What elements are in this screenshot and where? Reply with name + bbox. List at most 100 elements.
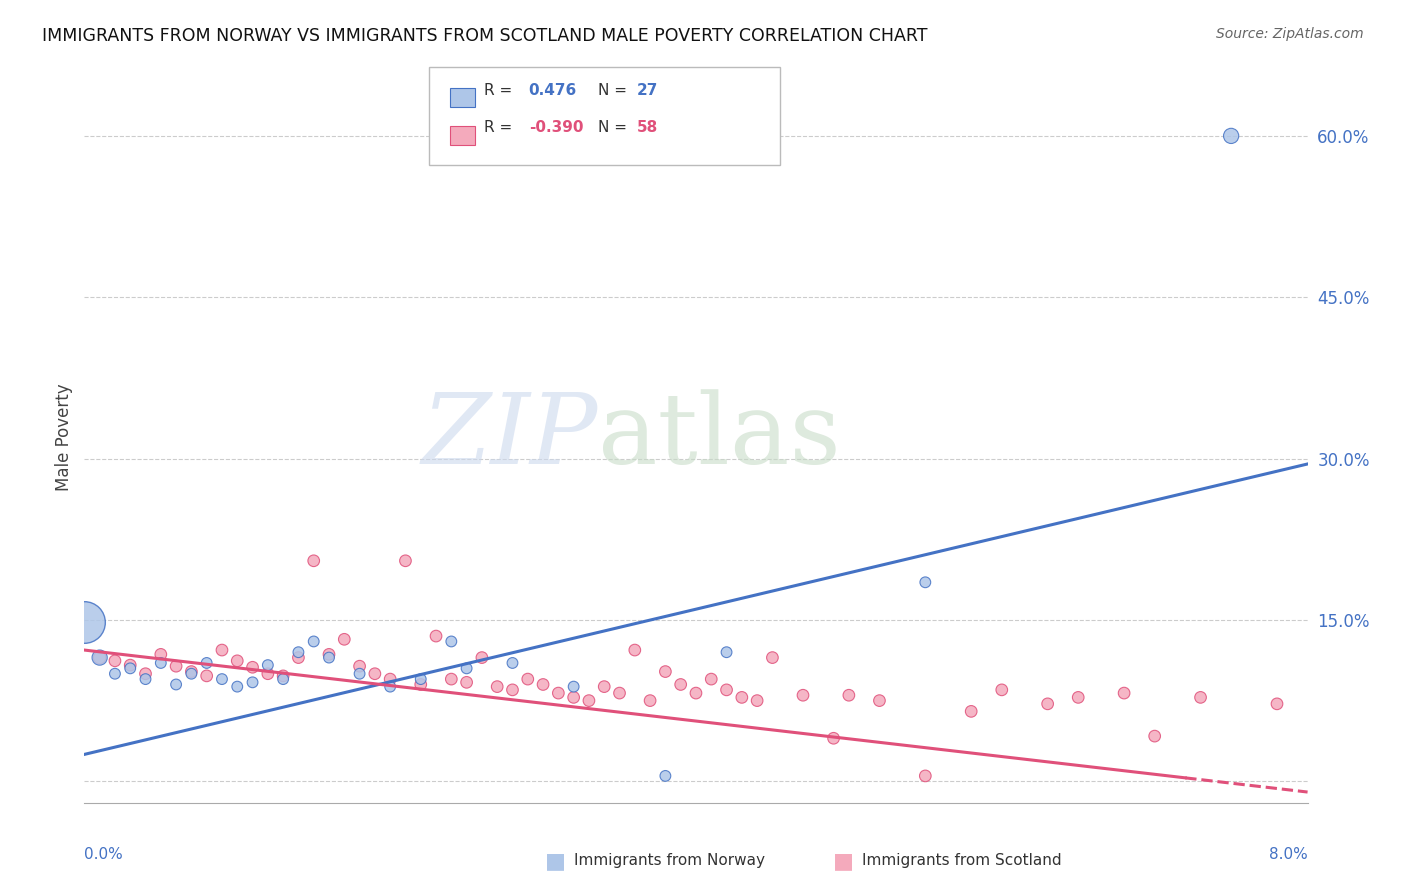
Point	[349, 659, 371, 673]
Point	[287, 645, 309, 659]
Text: 8.0%: 8.0%	[1268, 847, 1308, 862]
Text: -0.390: -0.390	[529, 120, 583, 135]
Point	[731, 690, 754, 705]
Point	[1114, 686, 1136, 700]
Point	[149, 648, 172, 662]
Point	[516, 672, 538, 686]
Point	[654, 665, 676, 679]
Point	[271, 669, 294, 683]
Point	[120, 661, 142, 675]
Point	[1220, 128, 1243, 143]
Point	[654, 769, 676, 783]
Text: Source: ZipAtlas.com: Source: ZipAtlas.com	[1216, 27, 1364, 41]
Point	[716, 682, 738, 697]
Point	[761, 650, 783, 665]
Y-axis label: Male Poverty: Male Poverty	[55, 384, 73, 491]
Point	[456, 675, 478, 690]
Point	[747, 693, 769, 707]
Point	[135, 666, 157, 681]
Point	[73, 615, 96, 629]
Point	[242, 660, 264, 674]
Point	[380, 680, 402, 694]
Point	[409, 672, 432, 686]
Text: N =: N =	[598, 120, 627, 135]
Point	[960, 705, 983, 719]
Point	[165, 677, 187, 691]
Point	[226, 680, 249, 694]
Point	[149, 656, 172, 670]
Point	[456, 661, 478, 675]
Text: 0.0%: 0.0%	[84, 847, 124, 862]
Point	[1189, 690, 1212, 705]
Point	[349, 666, 371, 681]
Point	[195, 656, 218, 670]
Point	[271, 672, 294, 686]
Text: ZIP: ZIP	[422, 390, 598, 484]
Text: N =: N =	[598, 83, 627, 97]
Point	[578, 693, 600, 707]
Point	[486, 680, 509, 694]
Text: 0.476: 0.476	[529, 83, 576, 97]
Point	[104, 666, 127, 681]
Point	[716, 645, 738, 659]
Point	[257, 666, 280, 681]
Point	[838, 688, 860, 702]
Text: Immigrants from Scotland: Immigrants from Scotland	[862, 854, 1062, 868]
Text: atlas: atlas	[598, 389, 841, 485]
Point	[318, 648, 340, 662]
Point	[1143, 729, 1166, 743]
Text: 58: 58	[637, 120, 658, 135]
Point	[562, 680, 585, 694]
Point	[89, 650, 111, 665]
Text: ■: ■	[834, 851, 853, 871]
Text: Immigrants from Norway: Immigrants from Norway	[574, 854, 765, 868]
Point	[792, 688, 814, 702]
Point	[318, 650, 340, 665]
Point	[364, 666, 387, 681]
Point	[195, 669, 218, 683]
Point	[380, 672, 402, 686]
Point	[120, 658, 142, 673]
Text: R =: R =	[484, 83, 512, 97]
Point	[669, 677, 692, 691]
Point	[165, 659, 187, 673]
Point	[914, 769, 936, 783]
Point	[502, 682, 524, 697]
Point	[89, 650, 111, 665]
Point	[823, 731, 845, 746]
Text: ■: ■	[546, 851, 565, 871]
Point	[502, 656, 524, 670]
Point	[562, 690, 585, 705]
Point	[609, 686, 631, 700]
Point	[135, 672, 157, 686]
Point	[991, 682, 1014, 697]
Point	[700, 672, 723, 686]
Point	[624, 643, 647, 657]
Point	[638, 693, 661, 707]
Point	[531, 677, 554, 691]
Point	[226, 654, 249, 668]
Point	[425, 629, 447, 643]
Point	[440, 634, 463, 648]
Point	[180, 666, 202, 681]
Point	[211, 672, 233, 686]
Point	[685, 686, 707, 700]
Point	[914, 575, 936, 590]
Point	[302, 554, 325, 568]
Point	[593, 680, 616, 694]
Point	[287, 650, 309, 665]
Point	[211, 643, 233, 657]
Point	[394, 554, 416, 568]
Text: IMMIGRANTS FROM NORWAY VS IMMIGRANTS FROM SCOTLAND MALE POVERTY CORRELATION CHAR: IMMIGRANTS FROM NORWAY VS IMMIGRANTS FRO…	[42, 27, 928, 45]
Point	[242, 675, 264, 690]
Point	[302, 634, 325, 648]
Point	[1067, 690, 1090, 705]
Point	[409, 677, 432, 691]
Point	[333, 632, 356, 647]
Text: 27: 27	[637, 83, 658, 97]
Point	[1265, 697, 1288, 711]
Text: R =: R =	[484, 120, 512, 135]
Point	[869, 693, 891, 707]
Point	[257, 658, 280, 673]
Point	[104, 654, 127, 668]
